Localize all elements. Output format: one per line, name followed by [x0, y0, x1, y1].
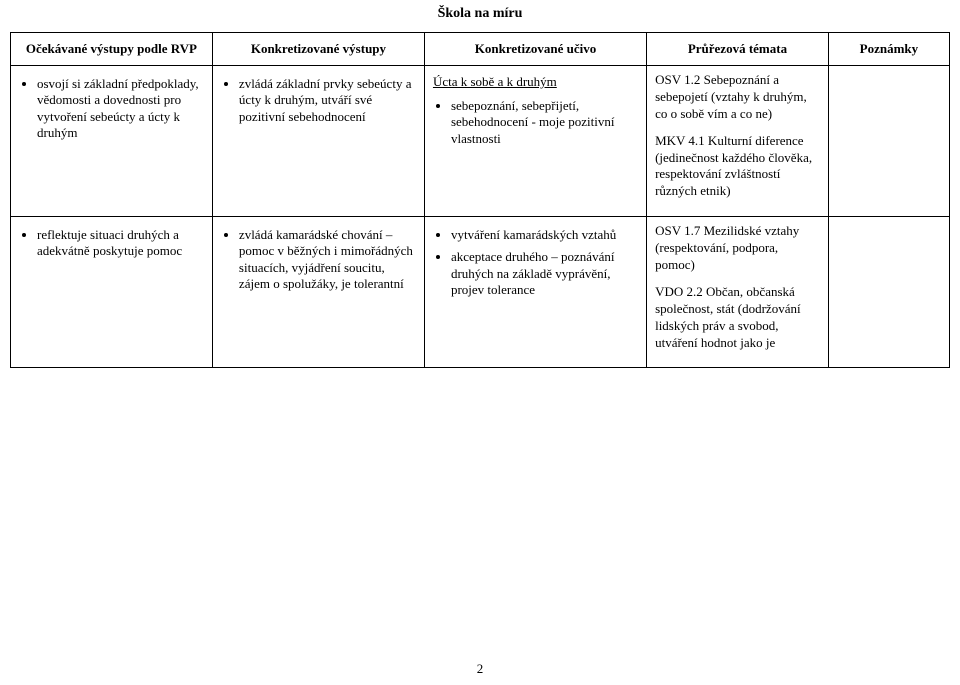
bullet-list: reflektuje situaci druhých a adekvátně p… — [19, 227, 204, 260]
list-item: zvládá kamarádské chování – pomoc v běžn… — [239, 227, 416, 292]
para-text: OSV 1.2 Sebepoznání a sebepojetí (vztahy… — [655, 72, 820, 123]
curriculum-table: Očekávané výstupy podle RVP Konkretizova… — [10, 32, 950, 368]
page-number: 2 — [0, 661, 960, 677]
section-heading: Úcta k sobě a k druhým — [433, 74, 638, 90]
table-header-row: Očekávané výstupy podle RVP Konkretizova… — [11, 33, 950, 66]
bullet-list: osvojí si základní předpoklady, vědomost… — [19, 76, 204, 141]
bullet-list: sebepoznání, sebepřijetí, sebehodnocení … — [433, 98, 638, 147]
cell-rvp: reflektuje situaci druhých a adekvátně p… — [11, 217, 213, 368]
cell-temata: OSV 1.2 Sebepoznání a sebepojetí (vztahy… — [647, 66, 829, 217]
cell-temata: OSV 1.7 Mezilidské vztahy (respektování,… — [647, 217, 829, 368]
cell-poznamky — [828, 217, 949, 368]
list-item: osvojí si základní předpoklady, vědomost… — [37, 76, 204, 141]
para-text: VDO 2.2 Občan, občanská společnost, stát… — [655, 284, 820, 352]
cell-poznamky — [828, 66, 949, 217]
para-text: OSV 1.7 Mezilidské vztahy (respektování,… — [655, 223, 820, 274]
table-row: osvojí si základní předpoklady, vědomost… — [11, 66, 950, 217]
table-row: reflektuje situaci druhých a adekvátně p… — [11, 217, 950, 368]
cell-ucivo: Úcta k sobě a k druhým sebepoznání, sebe… — [424, 66, 646, 217]
page-title: Škola na míru — [0, 0, 960, 32]
cell-vystupy: zvládá kamarádské chování – pomoc v běžn… — [212, 217, 424, 368]
col-header-temata: Průřezová témata — [647, 33, 829, 66]
list-item: zvládá základní prvky sebeúcty a úcty k … — [239, 76, 416, 125]
bullet-list: vytváření kamarádských vztahů akceptace … — [433, 227, 638, 298]
col-header-poznamky: Poznámky — [828, 33, 949, 66]
para-text: MKV 4.1 Kulturní diference (jedinečnost … — [655, 133, 820, 201]
list-item: reflektuje situaci druhých a adekvátně p… — [37, 227, 204, 260]
cell-vystupy: zvládá základní prvky sebeúcty a úcty k … — [212, 66, 424, 217]
col-header-vystupy: Konkretizované výstupy — [212, 33, 424, 66]
bullet-list: zvládá základní prvky sebeúcty a úcty k … — [221, 76, 416, 125]
cell-rvp: osvojí si základní předpoklady, vědomost… — [11, 66, 213, 217]
list-item: sebepoznání, sebepřijetí, sebehodnocení … — [451, 98, 638, 147]
col-header-rvp: Očekávané výstupy podle RVP — [11, 33, 213, 66]
list-item: akceptace druhého – poznávání druhých na… — [451, 249, 638, 298]
cell-ucivo: vytváření kamarádských vztahů akceptace … — [424, 217, 646, 368]
list-item: vytváření kamarádských vztahů — [451, 227, 638, 243]
bullet-list: zvládá kamarádské chování – pomoc v běžn… — [221, 227, 416, 292]
col-header-ucivo: Konkretizované učivo — [424, 33, 646, 66]
